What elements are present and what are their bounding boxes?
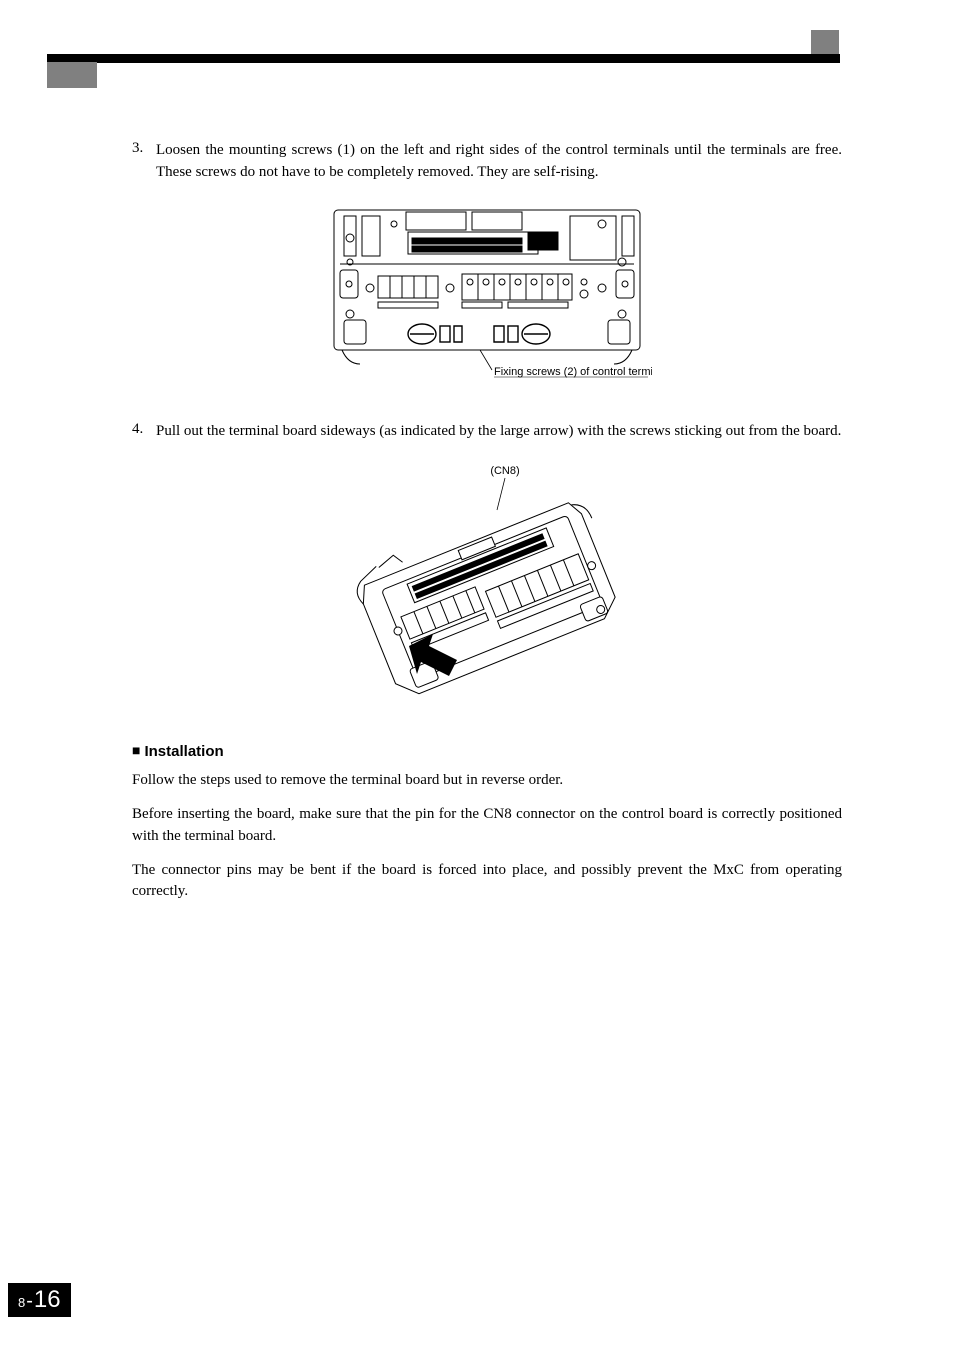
figure-1-label: Fixing screws (2) of control terminals [494, 366, 652, 378]
page-content: 3. Loosen the mounting screws (1) on the… [132, 140, 842, 915]
figure-2: (CN8) [132, 460, 842, 715]
section-installation-head: ■ Installation [132, 743, 842, 760]
section-bullet-icon: ■ [132, 744, 140, 760]
install-para-1: Follow the steps used to remove the term… [132, 770, 842, 792]
page-chapter: 8 [18, 1295, 25, 1310]
figure-1: Fixing screws (2) of control terminals [132, 202, 842, 397]
step-3-num: 3. [132, 140, 156, 184]
figure-2-label: (CN8) [490, 465, 519, 477]
step-4-text: Pull out the terminal board sideways (as… [156, 421, 842, 443]
section-installation-title: Installation [144, 743, 223, 760]
step-3: 3. Loosen the mounting screws (1) on the… [132, 140, 842, 184]
step-3-text: Loosen the mounting screws (1) on the le… [156, 140, 842, 184]
header-bar [47, 54, 840, 63]
step-4: 4. Pull out the terminal board sideways … [132, 421, 842, 443]
header-left-mark [47, 62, 97, 88]
page-number: 8 - 16 [8, 1283, 71, 1317]
page-dash: - [26, 1290, 33, 1313]
page-num: 16 [34, 1286, 61, 1314]
step-4-num: 4. [132, 421, 156, 443]
install-para-3: The connector pins may be bent if the bo… [132, 860, 842, 904]
install-para-2: Before inserting the board, make sure th… [132, 804, 842, 848]
